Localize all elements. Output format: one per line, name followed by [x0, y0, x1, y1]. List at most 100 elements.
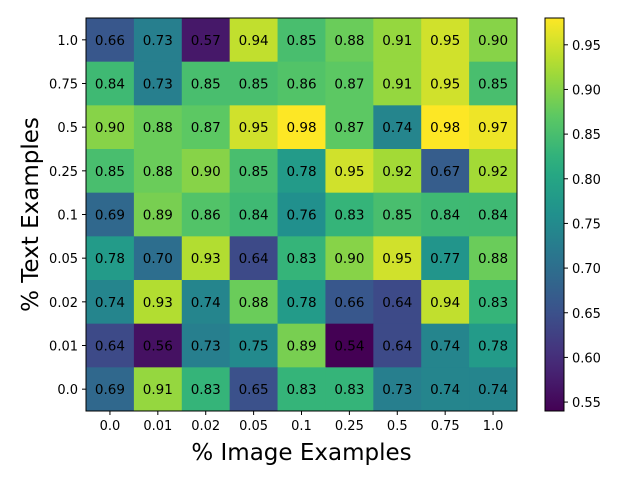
heatmap-cell: [181, 236, 231, 281]
cell-value-label: 0.98: [430, 120, 460, 136]
heatmap-cell: [86, 236, 135, 281]
cell-value-label: 0.93: [143, 295, 173, 311]
heatmap-cell: [86, 323, 135, 368]
heatmap-cell-labels: 0.66 0.73 0.57 0.94 0.85 0.88 0.91 0.95 0.90 0.84…: [95, 33, 508, 398]
heatmap-cell: [86, 192, 135, 237]
cell-value-label: 0.73: [191, 339, 221, 355]
cell-value-label: 0.85: [95, 164, 125, 180]
heatmap-cell: [469, 18, 518, 63]
heatmap-cell: [133, 280, 183, 325]
cell-value-label: 0.88: [143, 120, 173, 136]
cell-value-label: 0.78: [286, 295, 316, 311]
x-tick-label: 0.02: [191, 419, 220, 434]
heatmap-cell: [325, 61, 374, 106]
cell-value-label: 0.64: [382, 339, 412, 355]
cell-value-label: 0.90: [191, 164, 221, 180]
cell-value-label: 0.54: [334, 339, 364, 355]
heatmap-cell: [421, 61, 470, 106]
cell-value-label: 0.91: [143, 382, 173, 398]
colorbar-tick-label: 0.55: [572, 396, 601, 411]
cell-value-label: 0.74: [95, 295, 125, 311]
cell-value-label: 0.66: [334, 295, 364, 311]
y-tick-label: 0.75: [49, 78, 78, 93]
heatmap-cell: [229, 367, 279, 412]
heatmap-cell: [133, 192, 183, 237]
heatmap-cell: [373, 105, 422, 150]
cell-value-label: 0.95: [239, 120, 269, 136]
cell-value-label: 0.85: [382, 208, 412, 224]
cell-value-label: 0.94: [239, 33, 269, 49]
x-tick-label: 0.1: [291, 419, 312, 434]
x-tick-label: 0.5: [387, 419, 408, 434]
cell-value-label: 0.83: [334, 208, 364, 224]
cell-value-label: 0.87: [334, 120, 364, 136]
heatmap-cell: [181, 105, 231, 150]
cell-value-label: 0.69: [95, 208, 125, 224]
heatmap-cell: [277, 323, 326, 368]
cell-value-label: 0.87: [191, 120, 221, 136]
y-tick-label: 0.01: [49, 340, 78, 355]
cell-value-label: 0.88: [239, 295, 269, 311]
heatmap-cell: [229, 323, 279, 368]
heatmap-cell: [181, 18, 231, 63]
heatmap-cell: [86, 18, 135, 63]
cell-value-label: 0.83: [191, 382, 221, 398]
colorbar-tick-label: 0.75: [572, 217, 601, 232]
cell-value-label: 0.86: [191, 208, 221, 224]
cell-value-label: 0.98: [286, 120, 316, 136]
cell-value-label: 0.85: [191, 77, 221, 93]
cell-value-label: 0.64: [239, 251, 269, 267]
cell-value-label: 0.76: [286, 208, 316, 224]
heatmap-cell: [373, 367, 422, 412]
heatmap-cell: [229, 61, 279, 106]
heatmap-cell: [277, 280, 326, 325]
heatmap-cell: [469, 280, 518, 325]
heatmap-cell: [325, 18, 374, 63]
cell-value-label: 0.91: [382, 33, 412, 49]
cell-value-label: 0.74: [478, 382, 508, 398]
heatmap-cell: [421, 367, 470, 412]
heatmap-cell: [133, 105, 183, 150]
x-tick-label: 0.0: [100, 419, 121, 434]
cell-value-label: 0.87: [334, 77, 364, 93]
cell-value-label: 0.73: [143, 77, 173, 93]
heatmap-cell: [373, 323, 422, 368]
heatmap-cell: [86, 280, 135, 325]
y-tick-label: 0.0: [57, 383, 78, 398]
cell-value-label: 0.90: [334, 251, 364, 267]
heatmap-cell: [181, 192, 231, 237]
cell-value-label: 0.84: [478, 208, 508, 224]
heatmap-cell: [181, 149, 231, 194]
cell-value-label: 0.85: [286, 33, 316, 49]
heatmap-cell: [373, 61, 422, 106]
heatmap-cell: [325, 105, 374, 150]
heatmap-cell: [421, 236, 470, 281]
heatmap-cell: [325, 280, 374, 325]
heatmap-cell: [373, 236, 422, 281]
colorbar-tick-label: 0.70: [572, 262, 601, 277]
heatmap-cell: [469, 149, 518, 194]
cell-value-label: 0.66: [95, 33, 125, 49]
heatmap-cell: [325, 192, 374, 237]
cell-value-label: 0.73: [143, 33, 173, 49]
cell-value-label: 0.74: [430, 382, 460, 398]
heatmap-cell: [277, 367, 326, 412]
heatmap-cell: [421, 323, 470, 368]
heatmap-cell: [133, 149, 183, 194]
heatmap-cell: [421, 149, 470, 194]
colorbar: 0.55 0.60 0.65 0.70 0.75 0.80 0.85 0.90 0.95: [544, 17, 601, 412]
heatmap-cell: [421, 280, 470, 325]
cell-value-label: 0.83: [286, 382, 316, 398]
cell-value-label: 0.64: [382, 295, 412, 311]
cell-value-label: 0.85: [239, 164, 269, 180]
heatmap-cell: [181, 367, 231, 412]
heatmap-cell: [229, 149, 279, 194]
cell-value-label: 0.77: [430, 251, 460, 267]
y-tick-label: 0.25: [49, 165, 78, 180]
heatmap-cell: [325, 367, 374, 412]
heatmap-cell: [277, 149, 326, 194]
cell-value-label: 0.65: [239, 382, 269, 398]
cell-value-label: 0.95: [334, 164, 364, 180]
cell-value-label: 0.78: [478, 339, 508, 355]
heatmap-cells: [86, 18, 518, 412]
